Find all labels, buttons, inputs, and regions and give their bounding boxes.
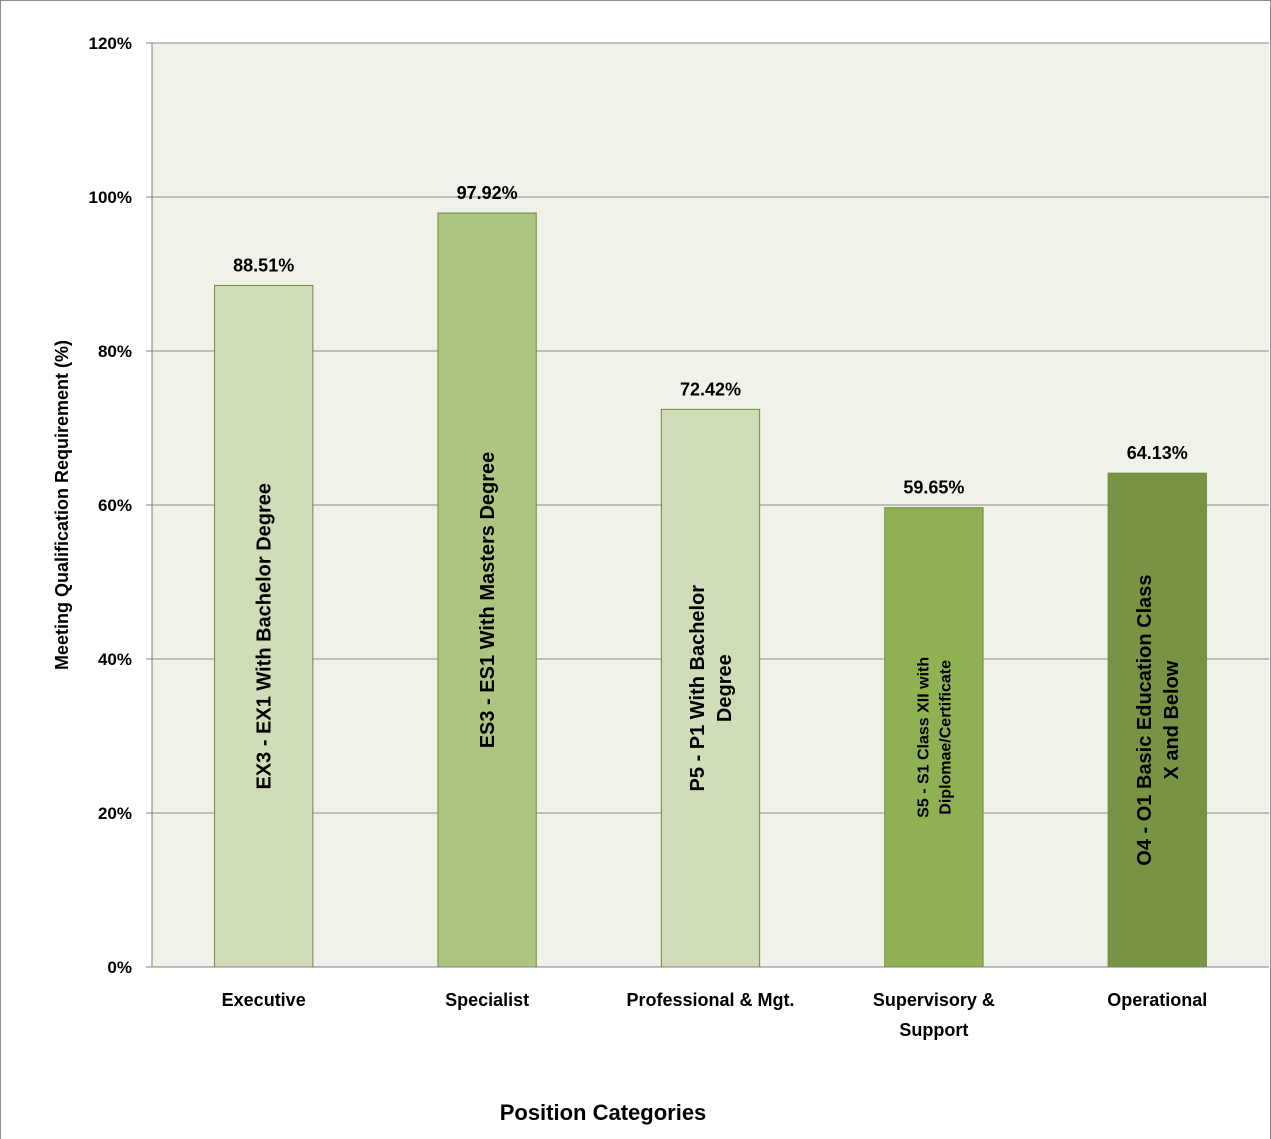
- x-category-label: Specialist: [445, 990, 529, 1010]
- bar-value-label: 64.13%: [1127, 443, 1188, 463]
- bar-value-label: 97.92%: [457, 183, 518, 203]
- bar: [1107, 472, 1207, 968]
- bar-inner-label-line: EX3 - EX1 With Bachelor Degree: [254, 483, 276, 790]
- y-tick-label: 40%: [98, 650, 132, 669]
- bars: 88.51% EX3 - EX1 With Bachelor Degree 97.9…: [214, 183, 1207, 968]
- x-category-label: Support: [899, 1020, 968, 1040]
- bar-inner-label-line: S5 - S1 Class XII with: [916, 657, 933, 818]
- y-tick-label: 20%: [98, 804, 132, 823]
- bar-value-label: 59.65%: [903, 478, 964, 498]
- y-axis-title: Meeting Qualification Requirement (%): [52, 340, 72, 670]
- x-category-label: Operational: [1107, 990, 1207, 1010]
- bar-inner-label: P5 - P1 With Bachelor Degree: [687, 585, 736, 792]
- y-tick-label: 120%: [89, 34, 132, 53]
- bar-inner-label-line: Degree: [714, 654, 736, 722]
- bar: [660, 408, 761, 968]
- x-category-label: Professional & Mgt.: [626, 990, 794, 1010]
- bar-inner-label: S5 - S1 Class XII with Diplomae/Certifica…: [916, 657, 955, 818]
- x-axis-title: Position Categories: [500, 1100, 707, 1125]
- bar: [437, 212, 537, 968]
- bar-inner-label: O4 - O1 Basic Education Class X and Below: [1134, 574, 1183, 865]
- bar-inner-label-line: P5 - P1 With Bachelor: [687, 585, 709, 792]
- bar-inner-label: ES3 - ES1 With Masters Degree: [477, 452, 499, 749]
- y-tick-label: 100%: [89, 188, 132, 207]
- x-category-label: Supervisory &: [873, 990, 995, 1010]
- bar-inner-label-line: O4 - O1 Basic Education Class: [1134, 574, 1156, 865]
- bar: [884, 507, 984, 968]
- bar: [214, 284, 314, 968]
- bar-value-label: 88.51%: [233, 255, 294, 275]
- bar-inner-label-line: ES3 - ES1 With Masters Degree: [477, 452, 499, 749]
- y-tick-label: 0%: [107, 958, 132, 977]
- bar-value-label: 72.42%: [680, 379, 741, 399]
- bar-inner-label-line: Diplomae/Certificate: [937, 660, 954, 815]
- x-category-label: Executive: [222, 990, 306, 1010]
- y-tick-label: 60%: [98, 496, 132, 515]
- y-tick-label: 80%: [98, 342, 132, 361]
- x-axis-categories: Executive Specialist Professional & Mgt. Su…: [222, 990, 1208, 1040]
- bar-inner-label-line: X and Below: [1161, 660, 1183, 779]
- bar-inner-label: EX3 - EX1 With Bachelor Degree: [254, 483, 276, 790]
- y-axis-ticks: 0% 20% 40% 60% 80% 100% 120%: [89, 34, 152, 977]
